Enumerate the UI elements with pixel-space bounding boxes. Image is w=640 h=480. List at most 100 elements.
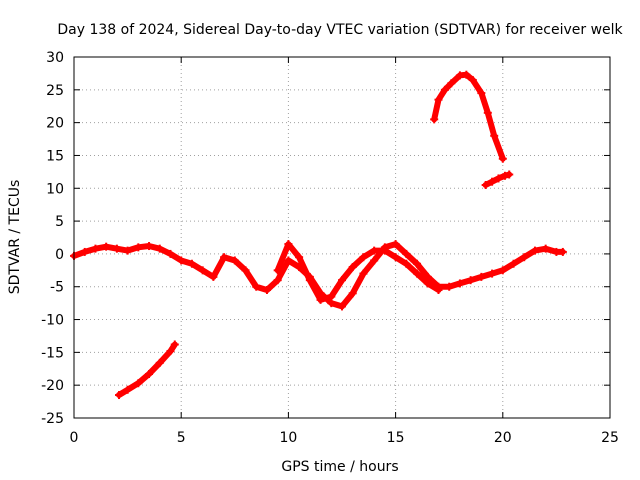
data-point bbox=[284, 256, 293, 265]
data-point bbox=[348, 289, 357, 298]
data-point bbox=[273, 266, 282, 275]
y-tick-label: -5 bbox=[50, 280, 64, 296]
data-point bbox=[155, 244, 164, 253]
data-point bbox=[391, 240, 400, 249]
data-point bbox=[338, 276, 346, 285]
data-point bbox=[468, 75, 477, 84]
data-point bbox=[187, 259, 196, 268]
y-tick-label: 25 bbox=[46, 83, 64, 99]
data-point bbox=[230, 256, 239, 265]
data-point bbox=[477, 272, 486, 281]
x-tick-label: 10 bbox=[279, 430, 297, 446]
data-point bbox=[481, 180, 490, 189]
data-point bbox=[434, 286, 443, 295]
data-point bbox=[445, 282, 454, 291]
data-point bbox=[447, 79, 456, 88]
data-point bbox=[413, 269, 422, 278]
data-point bbox=[123, 385, 132, 394]
data-point bbox=[166, 249, 175, 258]
x-tick-label: 0 bbox=[70, 430, 79, 446]
y-tick-label: -10 bbox=[41, 313, 64, 329]
data-point bbox=[220, 253, 229, 262]
data-point bbox=[166, 347, 175, 356]
data-point bbox=[483, 108, 492, 117]
data-point bbox=[455, 279, 464, 288]
data-series bbox=[70, 70, 567, 400]
data-point bbox=[348, 263, 357, 272]
data-point bbox=[520, 253, 529, 262]
data-point bbox=[134, 243, 143, 252]
data-point bbox=[177, 256, 186, 265]
chart-title: Day 138 of 2024, Sidereal Day-to-day VTE… bbox=[57, 22, 623, 38]
data-point bbox=[494, 174, 503, 183]
series-band-main-b bbox=[274, 241, 442, 303]
data-point bbox=[359, 269, 368, 278]
data-point bbox=[262, 286, 271, 295]
data-point bbox=[402, 259, 411, 268]
data-point bbox=[498, 154, 507, 163]
data-point bbox=[295, 253, 304, 262]
y-tick-label: -15 bbox=[41, 345, 64, 361]
data-point bbox=[198, 266, 207, 275]
data-point bbox=[488, 269, 497, 278]
data-point bbox=[370, 246, 379, 255]
data-point bbox=[305, 276, 314, 285]
data-point bbox=[500, 171, 509, 180]
data-point bbox=[505, 170, 514, 179]
data-point bbox=[413, 259, 422, 268]
data-point bbox=[434, 95, 443, 104]
data-point bbox=[338, 302, 346, 311]
data-point bbox=[477, 89, 486, 98]
grid bbox=[74, 57, 610, 418]
data-point bbox=[509, 259, 518, 268]
data-point bbox=[316, 295, 325, 304]
data-point bbox=[327, 292, 336, 301]
y-axis-label: SDTVAR / TECUs bbox=[7, 180, 23, 295]
data-point bbox=[466, 276, 475, 285]
x-tick-label: 5 bbox=[177, 430, 186, 446]
data-point bbox=[145, 242, 154, 251]
data-point bbox=[402, 249, 411, 258]
data-point bbox=[440, 85, 449, 94]
data-point bbox=[541, 244, 550, 253]
y-tick-label: 10 bbox=[46, 181, 64, 197]
data-point bbox=[102, 242, 111, 251]
data-point bbox=[488, 177, 497, 186]
plot-frame bbox=[73, 56, 611, 419]
data-point bbox=[115, 391, 124, 400]
data-point bbox=[284, 240, 293, 249]
y-tick-label: 0 bbox=[55, 247, 64, 263]
data-point bbox=[209, 272, 218, 281]
data-point bbox=[430, 115, 439, 124]
x-axis-label: GPS time / hours bbox=[281, 459, 398, 475]
data-point bbox=[252, 282, 261, 291]
data-point bbox=[462, 70, 471, 79]
data-point bbox=[530, 246, 539, 255]
axis-ticks: 0 5 10 15 20 25 -25 -20 -15 -10 -5 0 5 10 15 20 25 30 bbox=[41, 50, 619, 446]
x-tick-label: 25 bbox=[601, 430, 619, 446]
data-point bbox=[80, 247, 89, 256]
data-point bbox=[391, 253, 400, 262]
data-point bbox=[91, 244, 100, 253]
data-point bbox=[490, 131, 499, 140]
data-point bbox=[123, 246, 132, 255]
data-point bbox=[370, 256, 379, 265]
data-point bbox=[423, 279, 432, 288]
data-point bbox=[170, 340, 179, 349]
data-point bbox=[134, 379, 143, 388]
y-tick-label: 30 bbox=[46, 50, 64, 66]
x-tick-label: 20 bbox=[494, 430, 512, 446]
data-point bbox=[112, 244, 121, 253]
y-tick-label: 20 bbox=[46, 116, 64, 132]
data-point bbox=[155, 358, 164, 367]
data-point bbox=[241, 266, 250, 275]
y-tick-label: 5 bbox=[55, 214, 64, 230]
data-point bbox=[145, 370, 154, 379]
data-point bbox=[558, 247, 567, 256]
data-point bbox=[380, 246, 389, 255]
data-point bbox=[359, 253, 368, 262]
y-tick-label: 15 bbox=[46, 148, 64, 164]
data-point bbox=[273, 276, 282, 285]
x-tick-label: 15 bbox=[387, 430, 405, 446]
